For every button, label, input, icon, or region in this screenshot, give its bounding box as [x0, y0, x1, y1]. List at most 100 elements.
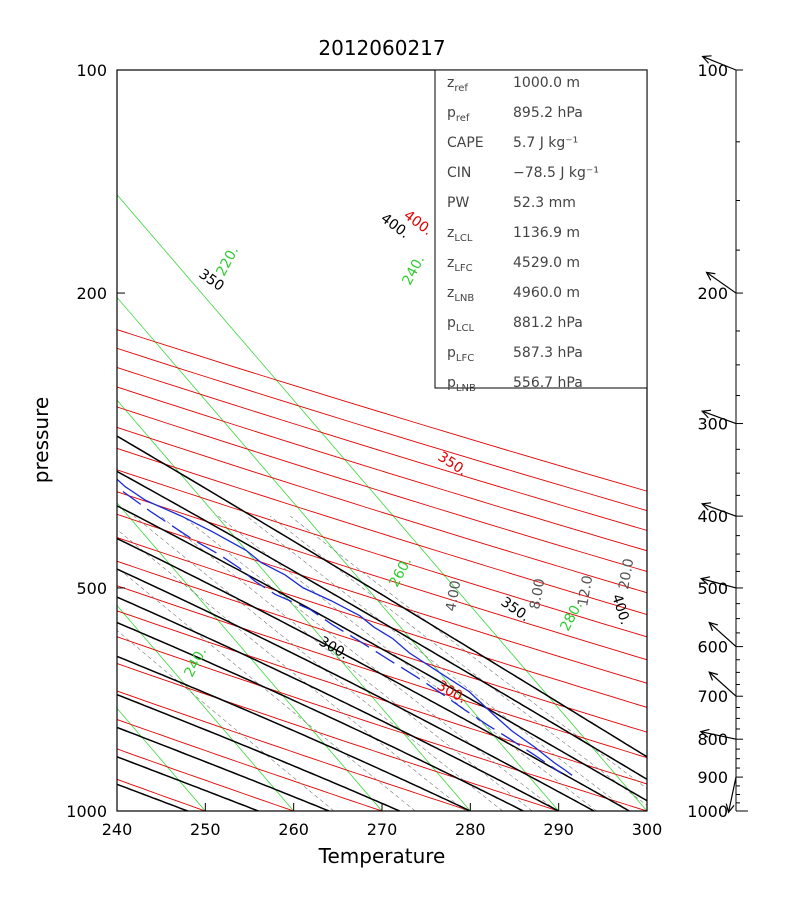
black-label-350b: 350. [498, 594, 533, 625]
parameter-subscript: LCL [454, 233, 473, 244]
x-tick-label: 290 [543, 820, 574, 839]
dry-adiabat-line [117, 347, 647, 512]
x-tick-label: 270 [367, 820, 398, 839]
parameter-label: CIN [447, 165, 471, 181]
dry-adiabat-line [117, 491, 647, 661]
parameter-value: 881.2 hPa [513, 315, 583, 331]
parameter-value: 895.2 hPa [513, 105, 583, 121]
x-tick-label: 280 [455, 820, 486, 839]
sounding-profiles [117, 478, 573, 776]
moist-adiabat-line [117, 693, 400, 811]
red-label-350: 350. [435, 449, 470, 479]
x-tick-label: 260 [278, 820, 309, 839]
wind-arrow [701, 503, 737, 517]
black-label-400b: 400. [608, 592, 633, 627]
green-label-220: 220. [213, 244, 242, 279]
dry-adiabat-line [117, 386, 647, 552]
green-label-240b: 240. [181, 645, 210, 680]
moist-adiabat-line [117, 435, 647, 758]
gray-label-4: 4.00 [443, 579, 464, 612]
wind-arrow-head [699, 576, 711, 586]
wind-level-label: 1000 [687, 802, 728, 821]
parameter-box-frame [434, 69, 648, 389]
dry-adiabat-line [117, 585, 647, 759]
moist-adiabat-line [117, 726, 330, 811]
wind-arrow [727, 776, 737, 813]
wind-arrow-head [725, 803, 735, 814]
isotherm-line [117, 399, 471, 811]
moist-adiabat-line [117, 621, 524, 811]
mixing-ratio-line [182, 515, 557, 811]
y-tick-label: 100 [76, 61, 107, 80]
wind-arrow [700, 731, 737, 740]
wind-level-label: 100 [697, 61, 728, 80]
parameter-subscript: LFC [454, 263, 472, 274]
wind-arrow [708, 671, 737, 697]
mixing-ratio-line [246, 515, 629, 811]
x-axis-label: Temperature [318, 844, 446, 868]
dry-adiabat-line [117, 406, 647, 572]
dewpoint-profile [117, 486, 563, 775]
y-tick-label: 200 [76, 284, 107, 303]
isotherm-line [117, 296, 560, 811]
parameter-subscript: LCL [456, 323, 475, 334]
wind-arrow [702, 55, 737, 71]
chart-title: 2012060217 [318, 36, 445, 60]
x-tick-label: 250 [190, 820, 221, 839]
dry-adiabat-line [117, 810, 118, 811]
moist-adiabat-line [117, 470, 647, 781]
mixing-ratio-line [290, 515, 647, 789]
dry-adiabat-line [117, 636, 647, 811]
dry-adiabat-line [117, 513, 647, 684]
dry-adiabat-line [117, 447, 647, 616]
dry-adiabat-line [117, 718, 383, 811]
moist-adiabat-line [117, 655, 471, 811]
parameter-subscript: LNB [454, 293, 474, 304]
x-axis-ticks: 240 250 260 270 280 290 300 [102, 803, 662, 839]
y-tick-label: 500 [76, 579, 107, 598]
moist-adiabat-line [117, 504, 647, 802]
gray-label-8: 8.00 [527, 577, 548, 610]
wind-arrow-head [708, 671, 719, 681]
parameter-value: 1136.9 m [513, 225, 580, 241]
moist-adiabat-line [117, 568, 595, 811]
mixing-ratio-line [160, 515, 533, 811]
parameter-value: 556.7 hPa [513, 375, 583, 391]
green-label-260: 260. [386, 555, 415, 590]
dry-adiabat-line [117, 690, 471, 811]
parameter-subscript: LFC [456, 353, 474, 364]
dry-adiabat-line [117, 469, 647, 638]
mixing-ratio-line [133, 515, 503, 811]
background-isopleths [0, 70, 647, 811]
wind-level-label: 400 [697, 507, 728, 526]
y-axis-ticks: 100 200 500 1000 [66, 61, 125, 821]
wind-arrow-head [708, 621, 719, 632]
y-tick-label: 1000 [66, 802, 107, 821]
parameter-subscript: ref [454, 83, 468, 94]
wind-level-label: 900 [697, 768, 728, 787]
isotherm-line [0, 70, 29, 811]
x-tick-label: 240 [102, 820, 133, 839]
green-label-240: 240. [399, 253, 428, 288]
parameter-value: −78.5 J kg⁻¹ [513, 165, 599, 181]
moist-adiabat-line [117, 596, 560, 811]
wind-level-label: 700 [697, 687, 728, 706]
y-axis-label: pressure [29, 397, 53, 483]
gray-label-20: 20.0 [616, 557, 637, 590]
wind-arrow [706, 271, 737, 294]
mixing-ratio-line [117, 567, 416, 811]
parameter-value: 52.3 mm [513, 195, 576, 211]
wind-arrow-head [700, 409, 712, 419]
parameter-label: CAPE [447, 135, 484, 151]
wind-arrow [701, 410, 737, 425]
parameter-subscript: LNB [456, 383, 476, 394]
isotherm-line [117, 194, 647, 811]
parameter-value: 1000.0 m [513, 75, 580, 91]
dry-adiabat-line [117, 610, 647, 785]
isotherm-line [117, 810, 118, 811]
axis-labels: Temperature pressure [29, 397, 445, 868]
parameter-value: 4960.0 m [513, 285, 580, 301]
